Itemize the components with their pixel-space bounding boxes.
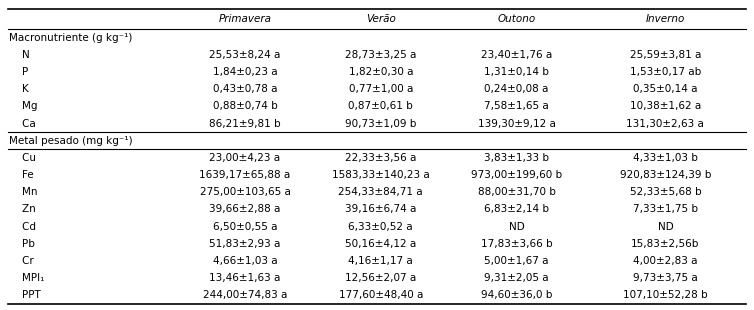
Text: 973,00±199,60 b: 973,00±199,60 b <box>471 170 562 180</box>
Text: Metal pesado (mg kg⁻¹): Metal pesado (mg kg⁻¹) <box>9 136 133 146</box>
Text: 7,58±1,65 a: 7,58±1,65 a <box>484 101 549 112</box>
Text: 0,43±0,78 a: 0,43±0,78 a <box>213 84 277 94</box>
Text: 17,83±3,66 b: 17,83±3,66 b <box>481 239 552 249</box>
Text: 13,46±1,63 a: 13,46±1,63 a <box>210 273 280 283</box>
Text: Macronutriente (g kg⁻¹): Macronutriente (g kg⁻¹) <box>9 33 133 43</box>
Text: 28,73±3,25 a: 28,73±3,25 a <box>345 50 416 60</box>
Text: Ca: Ca <box>9 119 35 129</box>
Text: Fe: Fe <box>9 170 34 180</box>
Text: 177,60±48,40 a: 177,60±48,40 a <box>339 290 423 300</box>
Text: 5,00±1,67 a: 5,00±1,67 a <box>484 256 549 266</box>
Text: 88,00±31,70 b: 88,00±31,70 b <box>477 187 556 197</box>
Text: 3,83±1,33 b: 3,83±1,33 b <box>484 153 549 163</box>
Text: 39,66±2,88 a: 39,66±2,88 a <box>210 204 280 215</box>
Text: 1,82±0,30 a: 1,82±0,30 a <box>348 67 413 77</box>
Text: 275,00±103,65 a: 275,00±103,65 a <box>200 187 290 197</box>
Text: Inverno: Inverno <box>645 14 685 24</box>
Text: Cd: Cd <box>9 222 36 232</box>
Text: 0,24±0,08 a: 0,24±0,08 a <box>484 84 549 94</box>
Text: 25,53±8,24 a: 25,53±8,24 a <box>210 50 280 60</box>
Text: 23,00±4,23 a: 23,00±4,23 a <box>210 153 280 163</box>
Text: MPI₁: MPI₁ <box>9 273 44 283</box>
Text: 23,40±1,76 a: 23,40±1,76 a <box>481 50 552 60</box>
Text: 39,16±6,74 a: 39,16±6,74 a <box>345 204 416 215</box>
Text: Zn: Zn <box>9 204 35 215</box>
Text: 1639,17±65,88 a: 1639,17±65,88 a <box>199 170 291 180</box>
Text: 22,33±3,56 a: 22,33±3,56 a <box>345 153 416 163</box>
Text: 0,77±1,00 a: 0,77±1,00 a <box>348 84 413 94</box>
Text: PPT: PPT <box>9 290 41 300</box>
Text: 107,10±52,28 b: 107,10±52,28 b <box>623 290 708 300</box>
Text: 0,88±0,74 b: 0,88±0,74 b <box>213 101 277 112</box>
Text: Verão: Verão <box>366 14 396 24</box>
Text: Cr: Cr <box>9 256 34 266</box>
Text: Mg: Mg <box>9 101 38 112</box>
Text: 4,33±1,03 b: 4,33±1,03 b <box>633 153 698 163</box>
Text: 12,56±2,07 a: 12,56±2,07 a <box>345 273 416 283</box>
Text: 52,33±5,68 b: 52,33±5,68 b <box>630 187 701 197</box>
Text: ND: ND <box>657 222 673 232</box>
Text: Cu: Cu <box>9 153 36 163</box>
Text: 131,30±2,63 a: 131,30±2,63 a <box>627 119 704 129</box>
Text: 50,16±4,12 a: 50,16±4,12 a <box>345 239 416 249</box>
Text: 7,33±1,75 b: 7,33±1,75 b <box>633 204 698 215</box>
Text: 86,21±9,81 b: 86,21±9,81 b <box>210 119 280 129</box>
Text: 6,50±0,55 a: 6,50±0,55 a <box>213 222 277 232</box>
Text: N: N <box>9 50 30 60</box>
Text: 0,87±0,61 b: 0,87±0,61 b <box>348 101 413 112</box>
Text: 4,16±1,17 a: 4,16±1,17 a <box>348 256 413 266</box>
Text: Mn: Mn <box>9 187 38 197</box>
Text: ND: ND <box>509 222 524 232</box>
Text: 9,73±3,75 a: 9,73±3,75 a <box>633 273 697 283</box>
Text: K: K <box>9 84 29 94</box>
Text: 139,30±9,12 a: 139,30±9,12 a <box>477 119 556 129</box>
Text: 25,59±3,81 a: 25,59±3,81 a <box>630 50 701 60</box>
Text: Primavera: Primavera <box>219 14 271 24</box>
Text: 1,31±0,14 b: 1,31±0,14 b <box>484 67 549 77</box>
Text: 6,33±0,52 a: 6,33±0,52 a <box>348 222 413 232</box>
Text: 4,00±2,83 a: 4,00±2,83 a <box>633 256 697 266</box>
Text: 90,73±1,09 b: 90,73±1,09 b <box>345 119 416 129</box>
Text: 254,33±84,71 a: 254,33±84,71 a <box>339 187 423 197</box>
Text: P: P <box>9 67 29 77</box>
Text: 15,83±2,56b: 15,83±2,56b <box>631 239 700 249</box>
Text: Outono: Outono <box>498 14 535 24</box>
Text: 10,38±1,62 a: 10,38±1,62 a <box>630 101 701 112</box>
Text: 1583,33±140,23 a: 1583,33±140,23 a <box>332 170 430 180</box>
Text: 4,66±1,03 a: 4,66±1,03 a <box>213 256 277 266</box>
Text: 920,83±124,39 b: 920,83±124,39 b <box>620 170 711 180</box>
Text: 1,84±0,23 a: 1,84±0,23 a <box>213 67 277 77</box>
Text: 244,00±74,83 a: 244,00±74,83 a <box>203 290 287 300</box>
Text: 6,83±2,14 b: 6,83±2,14 b <box>484 204 549 215</box>
Text: 9,31±2,05 a: 9,31±2,05 a <box>484 273 549 283</box>
Text: 0,35±0,14 a: 0,35±0,14 a <box>633 84 697 94</box>
Text: 1,53±0,17 ab: 1,53±0,17 ab <box>630 67 701 77</box>
Text: 51,83±2,93 a: 51,83±2,93 a <box>210 239 280 249</box>
Text: Pb: Pb <box>9 239 35 249</box>
Text: 94,60±36,0 b: 94,60±36,0 b <box>481 290 552 300</box>
